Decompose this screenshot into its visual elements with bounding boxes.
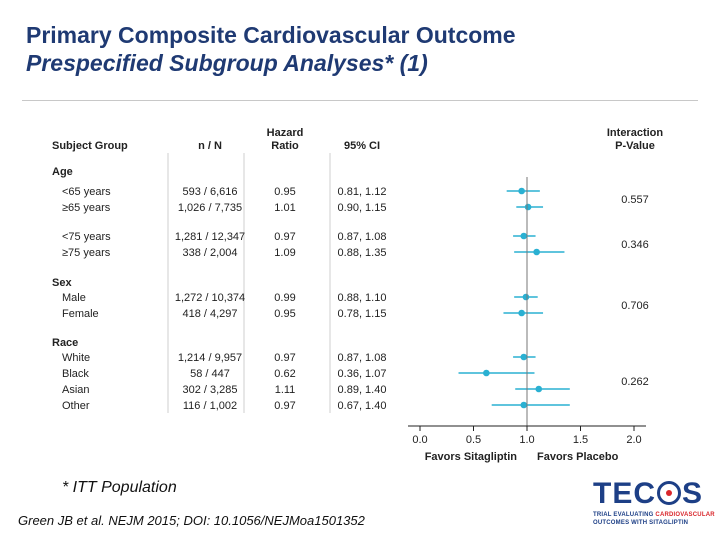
x-tick-label: 0.0 [412,434,427,446]
row-n: 593 / 6,616 [182,186,237,198]
header-interaction: Interaction [607,127,664,139]
header-p-value: P-Value [615,140,655,152]
row-label: <65 years [62,186,111,198]
row-ci: 0.67, 1.40 [338,400,387,412]
row-hr: 0.95 [274,186,295,198]
row-ci: 0.88, 1.35 [338,247,387,259]
row-ci: 0.87, 1.08 [338,352,387,364]
logo-text-left: TEC [593,477,656,510]
row-hr: 0.97 [274,352,295,364]
row-label: Other [62,400,90,412]
footnote: * ITT Population [62,479,177,496]
hr-point [520,232,528,240]
row-hr: 0.95 [274,308,295,320]
hr-point [518,309,525,317]
row-n: 302 / 3,285 [182,384,237,396]
header-ci: 95% CI [344,140,380,152]
x-tick-label: 0.5 [466,434,481,446]
logo-wordmark: TEC S [593,478,703,510]
row-label: White [62,352,90,364]
row-n: 116 / 1,002 [183,400,237,412]
hr-point [518,187,525,195]
citation: Green JB et al. NEJM 2015; DOI: 10.1056/… [18,513,365,528]
interaction-p-value: 0.262 [621,376,649,388]
row-hr: 0.97 [274,400,295,412]
row-n: 418 / 4,297 [182,308,237,320]
favors-left-label: Favors Sitagliptin [425,451,518,463]
header-subject-group: Subject Group [52,140,128,152]
row-hr: 1.01 [274,202,295,214]
interaction-p-value: 0.346 [621,239,649,251]
hr-point [535,385,543,393]
hr-point [524,203,532,211]
category-heading: Age [52,166,73,178]
header-hazard: Hazard [267,127,304,139]
x-tick-label: 2.0 [626,434,641,446]
category-heading: Race [52,337,78,349]
hr-point [533,248,540,256]
slide-subtitle: Prespecified Subgroup Analyses* (1) [26,50,428,76]
row-label: Asian [62,384,90,396]
favors-right-label: Favors Placebo [537,451,619,463]
row-label: Black [62,368,89,380]
row-hr: 1.11 [275,384,296,396]
tecos-logo: TEC S TRIAL EVALUATING CARDIOVASCULAR OUT… [583,476,715,528]
row-label: ≥75 years [62,247,111,259]
x-tick-label: 1.5 [573,434,588,446]
row-n: 338 / 2,004 [182,247,237,259]
hr-point [522,293,530,301]
logo-tagline-1: TRIAL EVALUATING CARDIOVASCULAR [593,512,715,518]
hr-point [520,353,528,361]
row-n: 1,026 / 7,735 [178,202,242,214]
row-ci: 0.81, 1.12 [338,186,387,198]
row-n: 1,281 / 12,347 [175,231,245,243]
row-label: Male [62,292,86,304]
row-hr: 1.09 [274,247,295,259]
row-label: ≥65 years [62,202,111,214]
logo-tagline-2: OUTCOMES WITH SITAGLIPTIN [593,520,689,526]
hr-point [520,401,528,409]
logo-tagline-1-a: TRIAL EVALUATING [593,512,656,518]
row-ci: 0.87, 1.08 [338,231,387,243]
logo-tagline-1-b: CARDIOVASCULAR [655,512,715,518]
row-ci: 0.78, 1.15 [338,308,387,320]
row-n: 58 / 447 [190,368,230,380]
row-ci: 0.90, 1.15 [338,202,387,214]
row-ci: 0.88, 1.10 [338,292,387,304]
row-label: <75 years [62,231,111,243]
logo-text-right: S [682,477,704,510]
row-ci: 0.89, 1.40 [338,384,387,396]
header-ratio: Ratio [271,140,299,152]
row-hr: 0.99 [274,292,295,304]
row-hr: 0.62 [274,368,295,380]
interaction-p-value: 0.706 [621,300,649,312]
x-tick-label: 1.0 [519,434,534,446]
row-hr: 0.97 [274,231,295,243]
slide-title: Primary Composite Cardiovascular Outcome [26,22,516,48]
category-heading: Sex [52,277,72,289]
row-n: 1,214 / 9,957 [178,352,242,364]
header-n: n / N [198,140,222,152]
row-n: 1,272 / 10,374 [175,292,245,304]
title-divider [22,100,698,101]
interaction-p-value: 0.557 [621,194,649,206]
row-ci: 0.36, 1.07 [338,368,387,380]
heart-target-icon [657,481,681,505]
hr-point [483,369,490,377]
row-label: Female [62,308,99,320]
